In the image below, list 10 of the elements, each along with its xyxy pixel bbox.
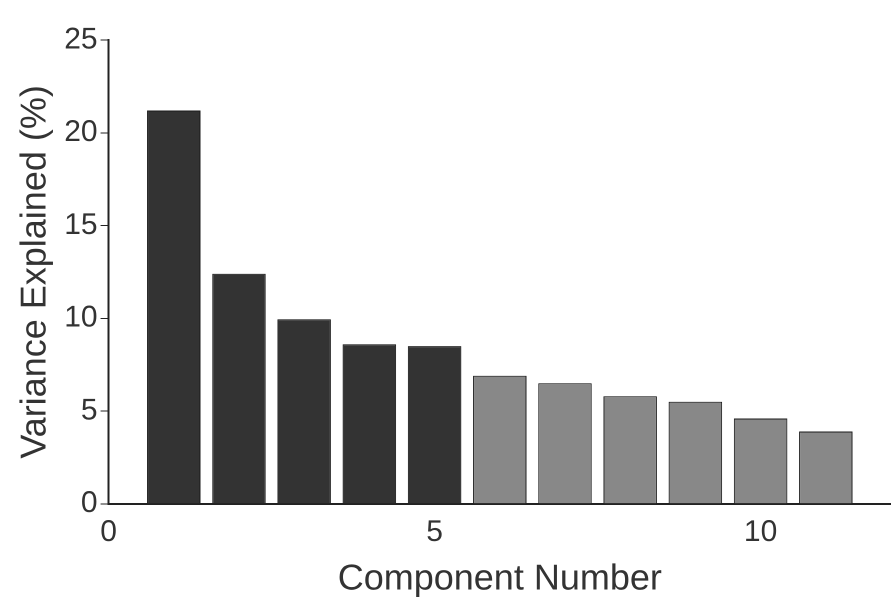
x-tick-label: 5 — [426, 515, 443, 548]
y-tick-label: 20 — [64, 115, 98, 148]
y-tick-label: 10 — [64, 300, 98, 334]
y-tick-label: 25 — [64, 22, 98, 56]
x-tick-label: 10 — [744, 515, 778, 548]
y-tick-label: 0 — [80, 486, 98, 520]
y-tick-label: 15 — [64, 208, 98, 241]
x-axis-title: Component Number — [338, 556, 662, 598]
y-axis-title: Variance Explained (%) — [12, 85, 54, 459]
y-tick-label: 5 — [80, 393, 98, 426]
